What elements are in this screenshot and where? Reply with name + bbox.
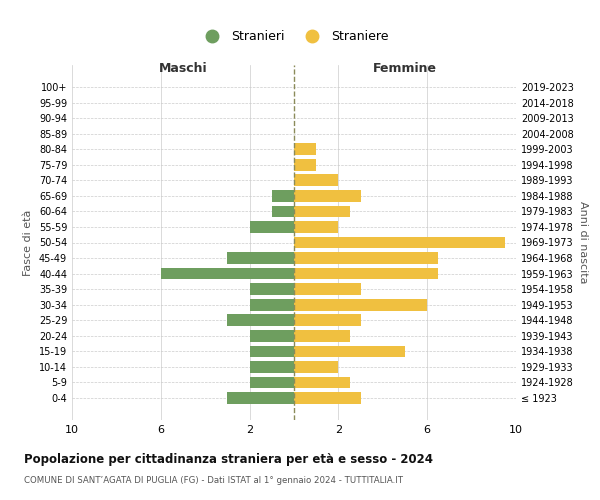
Bar	[294, 361, 338, 373]
Bar	[294, 299, 427, 310]
Bar	[272, 206, 294, 217]
Text: Maschi: Maschi	[158, 62, 208, 74]
Bar	[250, 221, 294, 233]
Bar	[294, 330, 349, 342]
Bar	[294, 206, 349, 217]
Bar	[272, 190, 294, 202]
Bar	[294, 252, 438, 264]
Bar	[250, 330, 294, 342]
Bar	[294, 346, 405, 357]
Bar	[227, 314, 294, 326]
Bar	[250, 376, 294, 388]
Bar	[161, 268, 294, 280]
Y-axis label: Fasce di età: Fasce di età	[23, 210, 33, 276]
Bar	[294, 144, 316, 155]
Bar	[250, 346, 294, 357]
Text: COMUNE DI SANT’AGATA DI PUGLIA (FG) - Dati ISTAT al 1° gennaio 2024 - TUTTITALIA: COMUNE DI SANT’AGATA DI PUGLIA (FG) - Da…	[24, 476, 403, 485]
Bar	[294, 392, 361, 404]
Text: Femmine: Femmine	[373, 62, 437, 74]
Bar	[294, 159, 316, 170]
Bar	[294, 284, 361, 295]
Bar	[294, 314, 361, 326]
Bar	[294, 376, 349, 388]
Bar	[294, 236, 505, 248]
Bar	[250, 361, 294, 373]
Y-axis label: Anni di nascita: Anni di nascita	[578, 201, 587, 284]
Bar	[294, 268, 438, 280]
Text: Popolazione per cittadinanza straniera per età e sesso - 2024: Popolazione per cittadinanza straniera p…	[24, 452, 433, 466]
Bar	[294, 190, 361, 202]
Bar	[227, 252, 294, 264]
Bar	[227, 392, 294, 404]
Legend: Stranieri, Straniere: Stranieri, Straniere	[195, 25, 393, 48]
Bar	[250, 284, 294, 295]
Bar	[250, 299, 294, 310]
Bar	[294, 221, 338, 233]
Bar	[294, 174, 338, 186]
